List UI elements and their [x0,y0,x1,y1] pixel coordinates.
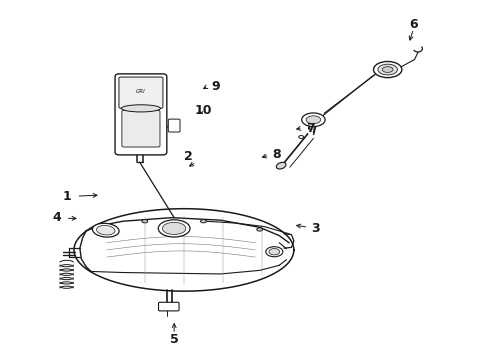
Ellipse shape [200,220,206,223]
Text: 8: 8 [272,148,281,161]
Text: 5: 5 [170,333,178,346]
Ellipse shape [382,67,393,72]
FancyBboxPatch shape [159,302,179,311]
Ellipse shape [378,64,397,75]
Ellipse shape [97,225,115,235]
Ellipse shape [269,248,280,255]
Ellipse shape [122,105,160,112]
Text: 3: 3 [312,222,320,235]
Ellipse shape [142,220,148,223]
Text: 7: 7 [307,122,316,135]
Text: 2: 2 [184,150,193,163]
Ellipse shape [266,247,283,257]
Ellipse shape [158,220,190,237]
Text: 4: 4 [52,211,61,224]
FancyBboxPatch shape [115,74,167,155]
FancyBboxPatch shape [122,110,160,147]
Ellipse shape [373,62,402,78]
Ellipse shape [162,222,186,234]
Ellipse shape [302,113,325,127]
FancyBboxPatch shape [168,119,180,132]
Text: 6: 6 [409,18,418,31]
Ellipse shape [306,116,321,124]
FancyBboxPatch shape [119,77,163,108]
Text: 1: 1 [62,190,71,203]
Ellipse shape [299,135,304,138]
Text: 10: 10 [195,104,212,117]
Ellipse shape [93,223,119,237]
Text: GRI: GRI [136,89,146,94]
Ellipse shape [257,228,263,231]
Text: 9: 9 [211,80,220,93]
Ellipse shape [276,162,286,169]
